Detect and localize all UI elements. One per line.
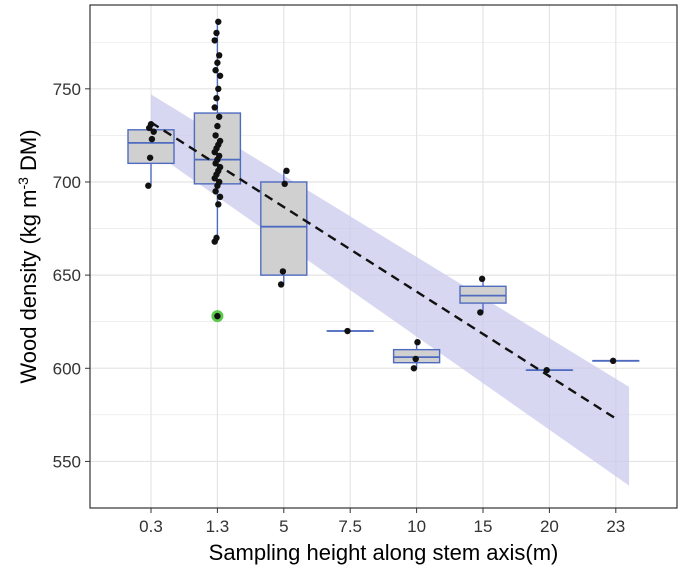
- x-tick-label: 20: [540, 517, 559, 536]
- y-axis-title-unit: DM): [16, 129, 41, 177]
- data-point: [216, 72, 224, 79]
- x-tick-label: 10: [407, 517, 426, 536]
- data-point: [543, 366, 550, 374]
- data-point: [212, 67, 219, 74]
- y-tick-label: 750: [53, 80, 81, 99]
- data-point: [213, 29, 220, 37]
- y-axis-title: Wood density (kg m-3 DM): [15, 129, 41, 383]
- outlier-point: [214, 312, 221, 320]
- data-point: [412, 355, 419, 363]
- data-point: [414, 338, 421, 346]
- data-point: [216, 113, 223, 120]
- data-point: [281, 180, 288, 188]
- box-5: [260, 181, 308, 276]
- data-point: [211, 104, 218, 111]
- data-point: [215, 201, 222, 208]
- data-point: [214, 122, 221, 130]
- data-point: [216, 52, 223, 59]
- x-axis-ticks: 0.3 1.3 5 7.5 10 15 20 23: [139, 508, 625, 536]
- x-tick-label: 15: [474, 517, 493, 536]
- data-point: [150, 128, 157, 135]
- plot-panel-border: [89, 4, 678, 509]
- data-point: [215, 18, 222, 25]
- data-point: [211, 37, 218, 44]
- data-point: [216, 137, 224, 145]
- x-tick-label: 7.5: [338, 517, 362, 536]
- data-point: [283, 167, 290, 175]
- y-axis-ticks: 550 600 650 700 750: [53, 80, 90, 471]
- data-point: [216, 152, 223, 160]
- data-point: [277, 281, 285, 288]
- data-point: [213, 94, 220, 102]
- data-point: [146, 154, 154, 161]
- x-tick-label: 0.3: [139, 517, 163, 536]
- x-tick-label: 23: [606, 517, 625, 536]
- data-points-layer: [145, 18, 617, 374]
- data-point: [215, 85, 222, 93]
- box-15: [459, 285, 507, 304]
- x-tick-label: 1.3: [206, 517, 230, 536]
- data-point: [212, 188, 219, 195]
- y-axis-title-superscript: -3: [15, 177, 31, 190]
- data-point: [344, 327, 351, 335]
- y-tick-label: 700: [53, 173, 81, 192]
- trend-line-layer: [150, 121, 617, 420]
- data-point: [148, 135, 156, 143]
- y-axis-title-main: Wood density (kg m: [16, 190, 41, 384]
- y-tick-label: 650: [53, 266, 81, 285]
- y-tick-label: 550: [53, 452, 81, 471]
- x-tick-label: 5: [279, 517, 288, 536]
- data-point: [145, 182, 152, 189]
- boxplot-layer: [127, 21, 640, 372]
- data-point: [410, 365, 418, 372]
- data-point: [212, 132, 219, 139]
- data-point: [477, 309, 484, 316]
- y-tick-label: 600: [53, 359, 81, 378]
- data-point: [213, 234, 220, 242]
- data-point: [216, 193, 224, 201]
- data-point: [279, 268, 287, 275]
- x-axis-title: Sampling height along stem axis(m): [209, 540, 559, 565]
- data-point: [478, 275, 486, 283]
- data-point: [609, 357, 617, 365]
- data-point: [214, 59, 221, 66]
- regression-trend-line: [150, 121, 617, 420]
- data-point: [216, 178, 223, 186]
